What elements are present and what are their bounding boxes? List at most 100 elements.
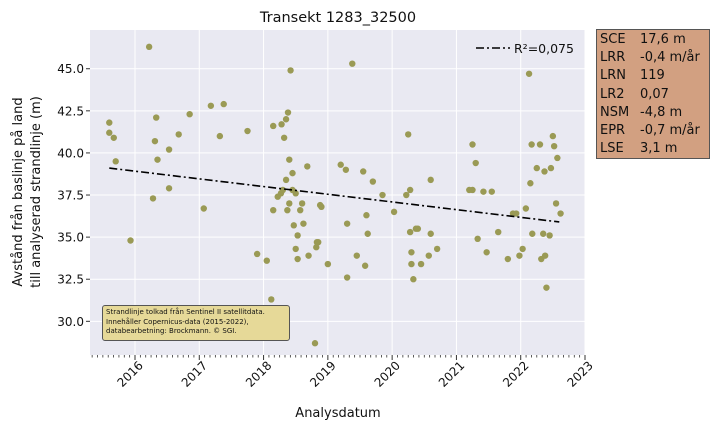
data-point <box>216 132 224 140</box>
data-point <box>145 43 153 51</box>
data-point <box>543 284 550 291</box>
data-point <box>483 249 490 256</box>
data-point <box>270 122 277 130</box>
data-point <box>153 114 160 121</box>
data-point <box>533 164 540 172</box>
data-point <box>278 121 285 128</box>
data-point <box>522 205 530 212</box>
stat-key: LRR <box>600 50 626 66</box>
stat-row-lrn: LRN 119 <box>600 67 709 85</box>
data-point <box>406 228 414 236</box>
data-point <box>289 169 296 177</box>
stat-key: LRN <box>600 68 626 84</box>
data-point <box>547 164 555 172</box>
data-point <box>552 200 560 207</box>
x-tick-label: 2019 <box>307 358 338 389</box>
data-point <box>297 206 304 214</box>
y-tick-label: 40.0 <box>57 146 84 160</box>
y-axis-label-line-2: till analyserad strandlinje (m) <box>29 96 44 288</box>
data-point <box>342 166 350 173</box>
data-point <box>263 257 270 264</box>
data-point <box>244 127 251 135</box>
stat-row-epr: EPR -0,7 m/år <box>600 122 709 140</box>
data-point <box>284 206 291 214</box>
statistics-box: SCE 17,6 m LRR -0,4 m/år LRN 119 LR2 0,07 NS… <box>596 29 710 159</box>
data-point <box>270 206 277 214</box>
data-point <box>513 210 520 217</box>
data-point <box>106 129 113 136</box>
stat-key: NSM <box>600 104 630 120</box>
y-tick-label: 42.5 <box>57 104 84 118</box>
data-point <box>406 186 414 194</box>
grid-lines <box>90 30 586 355</box>
data-point <box>286 156 293 163</box>
data-point <box>554 154 561 162</box>
data-point <box>390 208 398 216</box>
data-point <box>149 195 157 202</box>
data-point <box>200 205 207 212</box>
data-point <box>408 249 415 256</box>
data-point <box>279 186 287 194</box>
y-axis-label-line-1: Avstånd från baslinje på land <box>11 97 26 286</box>
stat-value: 17,6 m <box>640 32 686 47</box>
x-tick-label: 2021 <box>436 358 467 389</box>
data-point <box>165 185 173 192</box>
data-point <box>284 109 292 116</box>
legend: R²=0,075 <box>476 41 574 56</box>
data-point <box>253 250 261 258</box>
data-point <box>403 191 410 199</box>
data-point <box>369 178 377 185</box>
data-point <box>165 146 173 153</box>
data-point <box>525 70 533 77</box>
y-tick-label: 37.5 <box>57 189 84 203</box>
data-point <box>294 255 301 263</box>
plot-area <box>90 30 585 355</box>
data-point <box>282 116 290 123</box>
stat-row-lr2: LR2 0,07 <box>600 86 709 104</box>
stat-row-lse: LSE 3,1 m <box>600 140 709 158</box>
data-point <box>112 158 119 165</box>
data-point <box>343 220 351 227</box>
data-point <box>294 232 301 239</box>
note-line-1: Strandlinje tolkad från Sentinel II sate… <box>106 308 265 316</box>
y-tick-label: 35.0 <box>57 231 84 245</box>
stat-key: SCE <box>600 32 626 47</box>
data-point <box>318 203 325 211</box>
data-point <box>427 230 434 237</box>
data-point <box>280 134 288 141</box>
data-point <box>408 260 415 268</box>
data-point <box>268 296 275 303</box>
x-tick-label: 2018 <box>243 358 274 389</box>
data-point <box>488 188 495 195</box>
stat-value: -0,4 m/år <box>640 50 700 66</box>
data-point <box>364 230 371 237</box>
data-point <box>337 161 344 168</box>
x-axis-label: Analysdatum <box>295 406 380 421</box>
x-axis: 2016 2017 2018 2019 2020 2021 2022 2023 <box>91 355 596 390</box>
data-point <box>414 225 422 232</box>
note-line-3: databearbetning: Brockmann. © SGI. <box>106 327 237 335</box>
data-point <box>305 252 312 259</box>
data-point <box>549 132 557 140</box>
data-point <box>417 260 425 268</box>
stat-value: -4,8 m <box>640 104 683 120</box>
data-point <box>286 200 293 207</box>
stat-key: EPR <box>600 123 626 139</box>
data-point <box>151 137 159 145</box>
data-point <box>324 260 332 268</box>
data-point <box>504 255 512 263</box>
data-point <box>405 131 412 138</box>
stat-row-sce: SCE 17,6 m <box>600 31 709 49</box>
data-point <box>469 186 476 194</box>
stat-row-lrr: LRR -0,4 m/år <box>600 49 709 67</box>
data-point <box>541 168 548 175</box>
data-point <box>290 222 297 229</box>
data-point <box>472 159 479 167</box>
data-source-note: Strandlinje tolkad från Sentinel II sate… <box>102 305 290 341</box>
data-point <box>154 156 161 163</box>
data-point <box>349 60 356 67</box>
data-point <box>127 237 134 244</box>
data-point <box>495 228 502 236</box>
data-point <box>425 252 432 259</box>
data-point <box>315 238 322 246</box>
